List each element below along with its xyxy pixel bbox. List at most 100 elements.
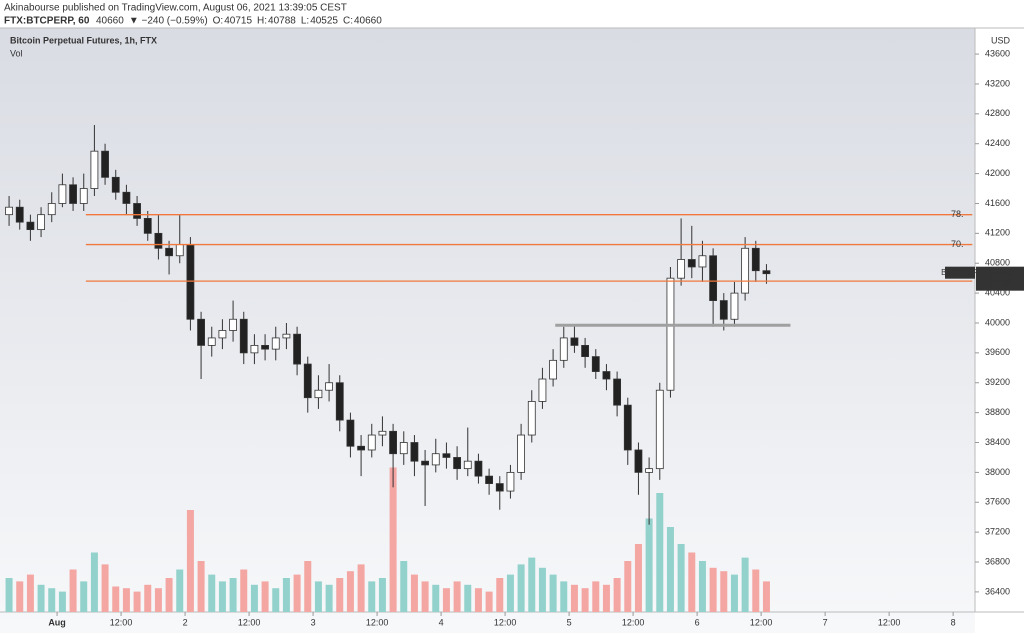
- candle-body: [506, 471, 515, 492]
- volume-bar: [389, 467, 397, 612]
- volume-bar: [453, 581, 461, 612]
- volume-bar: [261, 581, 269, 612]
- y-tick-label: 42800: [985, 108, 1010, 118]
- volume-bar: [666, 527, 674, 612]
- candle-body: [143, 218, 152, 234]
- volume-bar: [421, 581, 429, 612]
- y-tick-label: 42000: [985, 168, 1010, 178]
- candle-body: [207, 337, 216, 346]
- volume-bar: [16, 581, 24, 612]
- candle-body: [591, 356, 600, 372]
- volume-bar: [549, 574, 557, 612]
- candle-body: [26, 221, 35, 231]
- volume-bar: [602, 584, 610, 612]
- candle-body: [538, 378, 547, 402]
- y-tick-label: 40400: [985, 287, 1010, 297]
- volume-bar: [272, 588, 280, 612]
- volume-bar: [496, 578, 504, 612]
- publisher: Akinabourse published on TradingView.com…: [4, 3, 347, 14]
- x-tick-label: 12:00: [878, 617, 901, 627]
- candle-body: [197, 318, 205, 346]
- candle-body: [453, 457, 461, 470]
- volume-bar: [229, 578, 237, 612]
- header-value: 40660: [354, 16, 382, 27]
- candle-body: [293, 333, 301, 365]
- candle-body: [485, 475, 494, 484]
- price-symbol: BTCPERP: [941, 268, 979, 277]
- x-tick-label: 12:00: [622, 617, 645, 627]
- volume-bar: [48, 588, 56, 612]
- volume-bar: [154, 588, 162, 612]
- candle-body: [239, 318, 248, 354]
- volume-bar: [346, 571, 354, 612]
- candle-body: [431, 453, 440, 466]
- volume-bar: [677, 544, 685, 612]
- volume-bar: [325, 584, 333, 612]
- x-tick-label: 6: [695, 617, 700, 627]
- candle-body: [741, 247, 750, 294]
- x-tick-label: 12:00: [238, 617, 261, 627]
- candle-body: [751, 247, 760, 272]
- volume-bar: [218, 581, 226, 612]
- candle-body: [378, 430, 387, 436]
- symbol: FTX:BTCPERP, 60: [4, 16, 90, 27]
- y-tick-label: 38400: [985, 437, 1010, 447]
- candle-body: [218, 330, 227, 339]
- candle-body: [527, 401, 536, 436]
- y-tick-label: 38000: [985, 467, 1010, 477]
- header-value: ▼ −240 (−0.59%): [129, 16, 208, 27]
- y-tick-label: 36800: [985, 556, 1010, 566]
- volume-bar: [58, 591, 66, 612]
- y-tick-label: 38800: [985, 407, 1010, 417]
- candle-body: [325, 382, 333, 391]
- candle-body: [261, 344, 269, 350]
- volume-bar: [357, 564, 365, 612]
- header-value: H:: [257, 16, 267, 27]
- candle-body: [474, 460, 483, 477]
- volume-bar: [538, 567, 546, 612]
- candle-body: [229, 318, 237, 331]
- volume-bar: [741, 557, 749, 612]
- volume-bar: [432, 584, 440, 612]
- volume-bar: [5, 578, 13, 612]
- volume-bar: [26, 574, 34, 612]
- candle-body: [122, 191, 131, 204]
- header-value: 40715: [224, 16, 252, 27]
- volume-bar: [282, 578, 290, 612]
- volume-bar: [122, 588, 130, 612]
- candle-body: [581, 344, 590, 358]
- volume-bar: [656, 493, 664, 612]
- candle-body: [15, 206, 24, 223]
- candle-body: [37, 214, 45, 231]
- candle-body: [250, 344, 259, 354]
- candle-body: [133, 203, 141, 219]
- candle-body: [69, 184, 77, 204]
- candle-body: [549, 359, 558, 380]
- candle-body: [719, 300, 728, 320]
- y-tick-label: 43600: [985, 48, 1010, 58]
- volume-bar: [37, 584, 45, 612]
- axis-unit: USD: [991, 35, 1011, 45]
- volume-bar: [634, 544, 642, 612]
- plot-background: [0, 28, 1024, 633]
- candle-body: [175, 244, 184, 257]
- candle-body: [421, 460, 429, 466]
- candle-body: [677, 259, 686, 279]
- candle-body: [335, 382, 344, 421]
- x-tick-label: 12:00: [750, 617, 773, 627]
- price-symbol-box: [945, 266, 975, 279]
- volume-bar: [592, 581, 600, 612]
- volume-bar: [197, 561, 205, 612]
- volume-bar: [165, 578, 173, 612]
- chart-title: Bitcoin Perpetual Futures, 1h, FTX: [10, 35, 157, 45]
- y-tick-label: 41200: [985, 228, 1010, 238]
- x-tick-label: 2: [183, 617, 188, 627]
- y-tick-label: 40000: [985, 317, 1010, 327]
- candle-body: [154, 232, 163, 249]
- volume-bar: [613, 578, 621, 612]
- candle-body: [570, 337, 579, 346]
- volume-bar: [485, 591, 493, 612]
- y-tick-label: 39200: [985, 377, 1010, 387]
- header-value: 40788: [268, 16, 296, 27]
